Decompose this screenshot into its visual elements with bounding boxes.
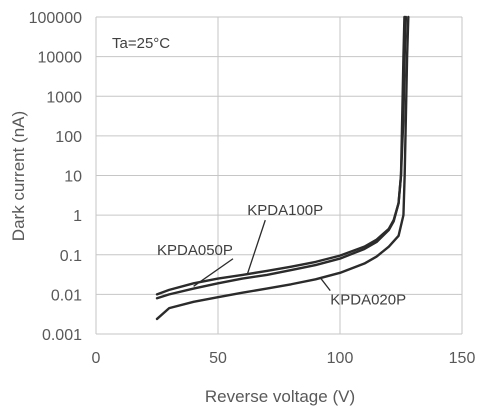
series-line-kpda020p (155, 15, 410, 321)
series-label-kpda020p: KPDA020P (330, 292, 406, 309)
y-axis-title: Dark current (nA) (9, 111, 28, 241)
temperature-annotation: Ta=25°C (112, 35, 170, 52)
series-line-kpda050p (155, 15, 406, 300)
axis-layer: 0 50 100 150 0.001 0.01 0.1 1 10 100 1000 10000 1000… (29, 10, 476, 367)
series-layer (155, 15, 410, 321)
y-tick-label: 100000 (29, 10, 82, 27)
series-label-kpda050p: KPDA050P (157, 242, 233, 259)
y-tick-label: 1000 (46, 89, 82, 106)
y-tick-label: 1 (73, 208, 82, 225)
series-label-kpda100p: KPDA100P (247, 202, 323, 219)
leader-line-kpda100p (246, 219, 266, 275)
x-tick-label: 50 (209, 350, 227, 367)
x-tick-label: 0 (92, 350, 101, 367)
y-tick-label: 0.1 (60, 248, 82, 265)
x-tick-label: 100 (327, 350, 354, 367)
y-tick-label: 0.01 (51, 287, 82, 304)
label-layer: KPDA100P KPDA050P KPDA020P (157, 202, 406, 309)
y-tick-label: 10000 (38, 50, 83, 67)
y-tick-label: 0.001 (42, 327, 82, 344)
y-tick-label: 100 (55, 129, 82, 146)
y-tick-label: 10 (64, 169, 82, 186)
leader-line-kpda020p (319, 277, 331, 292)
x-axis-title: Reverse voltage (V) (205, 387, 355, 406)
x-tick-label: 150 (449, 350, 476, 367)
leader-line-kpda050p (193, 258, 234, 287)
